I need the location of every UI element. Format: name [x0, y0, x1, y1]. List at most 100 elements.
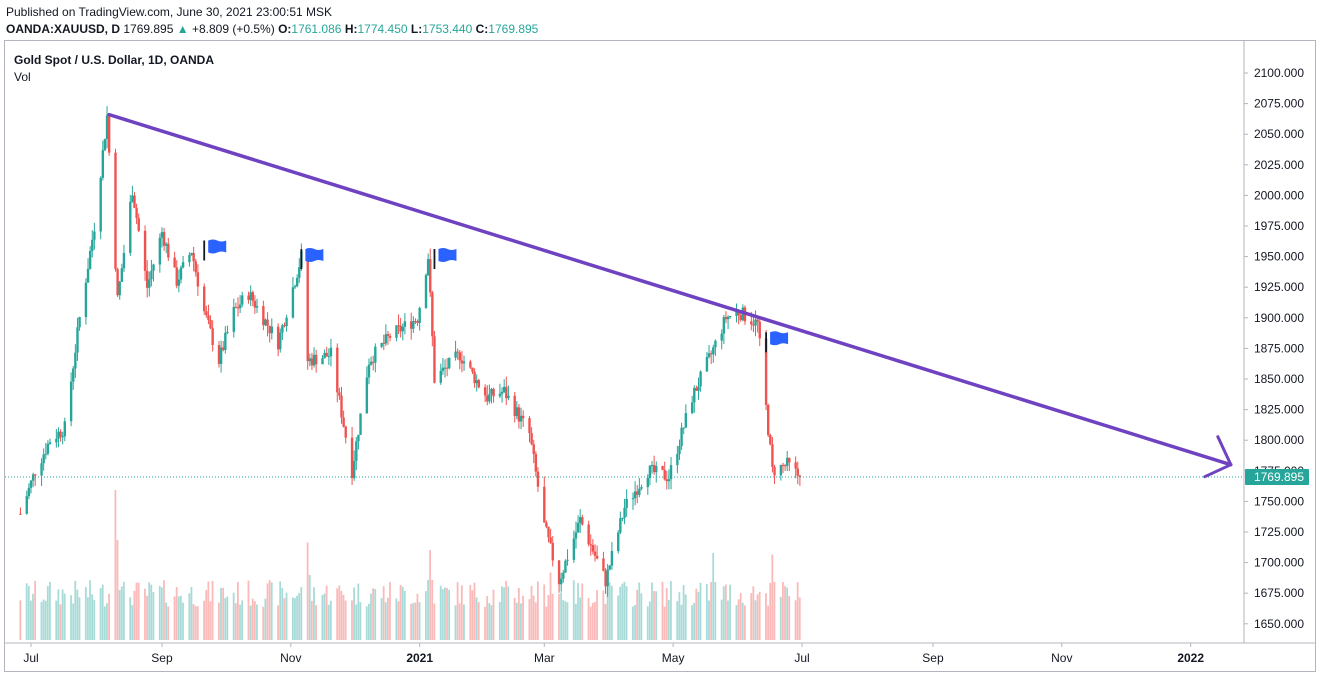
volume-bar [412, 602, 415, 640]
candle-body [498, 393, 502, 397]
candle-body [604, 571, 607, 587]
volume-bar [353, 587, 355, 640]
volume-bar [665, 588, 668, 640]
candle-body [63, 421, 66, 437]
candle-body [528, 418, 531, 434]
volume-bar [560, 592, 562, 640]
volume-bar [648, 601, 651, 640]
candle-body [559, 578, 563, 585]
volume-bar [342, 594, 345, 640]
volume-bar [475, 597, 478, 640]
volume-bar [266, 583, 269, 640]
volume-bar [532, 595, 535, 640]
candle-body [179, 267, 183, 280]
y-tick-label: 2000.000 [1254, 188, 1304, 202]
candle-body [48, 442, 52, 444]
candle-body [88, 250, 92, 269]
candle-body [226, 331, 229, 333]
volume-bar [74, 580, 77, 640]
volume-bar [579, 597, 582, 640]
volume-bar [543, 584, 546, 640]
volume-bar [410, 603, 413, 640]
candle-body [519, 415, 523, 422]
volume-bar [310, 600, 313, 640]
candle-body [105, 115, 109, 140]
volume-bar [646, 606, 649, 640]
chart-frame[interactable] [4, 40, 1316, 672]
candle-body [99, 177, 102, 232]
volume-bar [329, 600, 332, 640]
candle-body [646, 477, 649, 488]
candle-body [192, 252, 195, 262]
candle-body [27, 487, 31, 497]
volume-bar [608, 582, 611, 640]
candle-body [236, 307, 240, 309]
candle-body [276, 326, 280, 350]
y-tick-label: 1700.000 [1254, 556, 1304, 570]
candle-body [443, 367, 447, 369]
candle-body [181, 262, 185, 268]
y-tick-label: 1900.000 [1254, 311, 1304, 325]
candle-body [545, 522, 548, 527]
volume-bar [315, 605, 317, 640]
candle-body [621, 517, 624, 519]
volume-bar [249, 605, 252, 640]
candle-body [663, 469, 666, 480]
candle-body [462, 361, 466, 364]
volume-bar [370, 593, 372, 640]
volume-bar [359, 602, 362, 640]
candle-body [783, 465, 787, 467]
candle-body [623, 507, 626, 518]
volume-bar [165, 602, 167, 640]
candle-body [636, 491, 639, 495]
volume-bar [640, 593, 643, 640]
volume-bar [558, 593, 560, 640]
candle-body [74, 352, 77, 369]
volume-bar [196, 606, 199, 640]
candle-body [712, 347, 715, 355]
candle-body [477, 380, 481, 388]
volume-bar [389, 582, 391, 640]
candle-body [114, 152, 117, 270]
candle-body [769, 435, 772, 445]
candle-body [340, 395, 343, 418]
candle-body [579, 517, 582, 523]
candle-body [135, 207, 138, 219]
volume-bar [720, 599, 723, 640]
volume-bar [380, 598, 383, 640]
volume-bar [239, 604, 241, 640]
candle-body [779, 464, 783, 476]
candle-body [424, 275, 428, 308]
y-tick-label: 1750.000 [1254, 494, 1304, 508]
volume-bar [232, 592, 235, 640]
volume-bar [19, 600, 22, 640]
change-up-icon: ▲ [176, 22, 189, 36]
volume-bar [291, 597, 294, 640]
volume-bar [484, 606, 486, 640]
candle-body [606, 569, 609, 587]
candle-body [291, 287, 295, 318]
volume-bar [490, 605, 493, 640]
candle-body [150, 270, 153, 280]
volume-bar [148, 582, 151, 640]
candle-body [312, 354, 316, 366]
volume-bar [355, 604, 358, 640]
candle-body [591, 545, 595, 552]
candle-body [232, 306, 235, 332]
volume-bar [517, 587, 520, 640]
volume-bar [699, 582, 702, 640]
volume-bar [752, 586, 755, 640]
volume-bar [167, 606, 170, 640]
candle-body [566, 559, 569, 561]
candle-body [445, 367, 449, 369]
volume-label: Vol [14, 70, 31, 84]
volume-bar [564, 601, 567, 640]
volume-bar [460, 585, 463, 640]
volume-bar [321, 594, 324, 640]
volume-bar [277, 605, 279, 640]
candle-body [131, 195, 134, 202]
candle-body [441, 367, 445, 371]
volume-bar [135, 582, 138, 640]
volume-bar [708, 600, 710, 640]
